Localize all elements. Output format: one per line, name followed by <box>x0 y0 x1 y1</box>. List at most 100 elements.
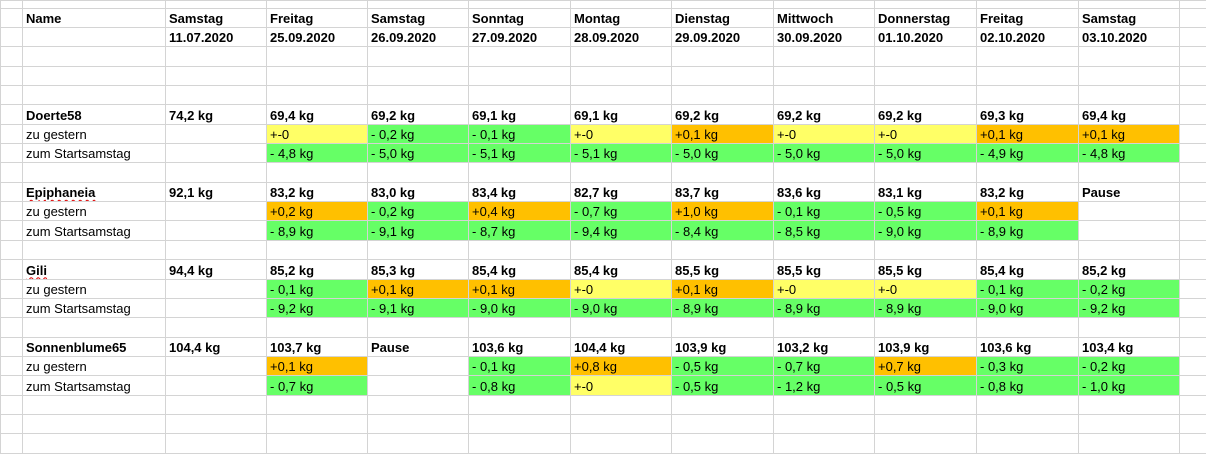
delta-start-cell[interactable]: - 5,0 kg <box>773 143 875 164</box>
empty-cell[interactable] <box>1179 162 1206 183</box>
empty-cell[interactable] <box>165 162 267 183</box>
empty-cell[interactable] <box>468 0 571 9</box>
empty-cell[interactable] <box>165 143 267 164</box>
header-date[interactable]: 26.09.2020 <box>367 26 469 48</box>
empty-cell[interactable] <box>0 123 23 145</box>
header-date[interactable]: 30.09.2020 <box>773 26 875 48</box>
weight-cell[interactable]: 83,2 kg <box>266 181 368 203</box>
header-day[interactable]: Samstag <box>367 7 469 28</box>
row-label-yesterday[interactable]: zu gestern <box>22 201 166 222</box>
empty-cell[interactable] <box>671 46 774 67</box>
empty-cell[interactable] <box>266 414 368 435</box>
empty-cell[interactable] <box>570 46 672 67</box>
empty-cell[interactable] <box>22 239 166 261</box>
delta-yesterday-cell[interactable]: +0,4 kg <box>468 201 571 222</box>
delta-yesterday-cell[interactable]: +1,0 kg <box>671 201 774 222</box>
weight-cell[interactable]: 83,4 kg <box>468 181 571 203</box>
empty-cell[interactable] <box>468 162 571 183</box>
empty-cell[interactable] <box>671 394 774 416</box>
delta-yesterday-cell[interactable]: +-0 <box>266 123 368 145</box>
empty-cell[interactable] <box>367 414 469 435</box>
empty-cell[interactable] <box>22 414 166 435</box>
empty-cell[interactable] <box>874 162 977 183</box>
delta-start-cell[interactable]: - 4,9 kg <box>976 143 1079 164</box>
empty-cell[interactable] <box>22 46 166 67</box>
weight-cell[interactable]: 85,3 kg <box>367 259 469 280</box>
delta-yesterday-cell[interactable]: - 0,2 kg <box>1078 278 1180 299</box>
empty-cell[interactable] <box>0 65 23 86</box>
header-date[interactable]: 02.10.2020 <box>976 26 1079 48</box>
weight-cell[interactable]: 103,4 kg <box>1078 336 1180 358</box>
empty-cell[interactable] <box>874 84 977 106</box>
row-label-start[interactable]: zum Startsamstag <box>22 143 166 164</box>
delta-start-cell[interactable]: - 4,8 kg <box>1078 143 1180 164</box>
empty-cell[interactable] <box>671 0 774 9</box>
empty-cell[interactable] <box>570 317 672 338</box>
empty-cell[interactable] <box>367 375 469 396</box>
header-day[interactable]: Sonntag <box>468 7 571 28</box>
empty-cell[interactable] <box>1179 239 1206 261</box>
weight-cell[interactable]: 85,2 kg <box>266 259 368 280</box>
empty-cell[interactable] <box>1179 220 1206 241</box>
empty-cell[interactable] <box>1179 7 1206 28</box>
empty-cell[interactable] <box>1179 0 1206 9</box>
delta-yesterday-cell[interactable]: - 0,1 kg <box>773 201 875 222</box>
delta-yesterday-cell[interactable]: +0,1 kg <box>976 123 1079 145</box>
empty-cell[interactable] <box>1179 336 1206 358</box>
empty-cell[interactable] <box>266 65 368 86</box>
weight-cell[interactable]: 83,7 kg <box>671 181 774 203</box>
header-date[interactable]: 03.10.2020 <box>1078 26 1180 48</box>
delta-start-cell[interactable]: - 0,5 kg <box>671 375 774 396</box>
empty-cell[interactable] <box>1078 414 1180 435</box>
empty-cell[interactable] <box>22 433 166 454</box>
empty-cell[interactable] <box>671 84 774 106</box>
delta-start-cell[interactable]: - 1,0 kg <box>1078 375 1180 396</box>
empty-cell[interactable] <box>266 46 368 67</box>
empty-cell[interactable] <box>874 65 977 86</box>
weight-cell[interactable]: 69,2 kg <box>367 104 469 125</box>
empty-cell[interactable] <box>266 84 368 106</box>
empty-cell[interactable] <box>367 394 469 416</box>
empty-cell[interactable] <box>165 297 267 319</box>
weight-cell[interactable]: 85,5 kg <box>874 259 977 280</box>
delta-start-cell[interactable]: - 9,0 kg <box>874 220 977 241</box>
header-day[interactable]: Donnerstag <box>874 7 977 28</box>
empty-cell[interactable] <box>1078 317 1180 338</box>
empty-cell[interactable] <box>266 239 368 261</box>
empty-cell[interactable] <box>1179 414 1206 435</box>
empty-cell[interactable] <box>165 123 267 145</box>
row-label-start[interactable]: zum Startsamstag <box>22 220 166 241</box>
empty-cell[interactable] <box>1179 375 1206 396</box>
delta-start-cell[interactable]: - 0,8 kg <box>976 375 1079 396</box>
person-name[interactable]: Sonnenblume65 <box>22 336 166 358</box>
delta-start-cell[interactable]: - 9,2 kg <box>1078 297 1180 319</box>
empty-cell[interactable] <box>773 65 875 86</box>
empty-cell[interactable] <box>874 239 977 261</box>
delta-start-cell[interactable]: +-0 <box>570 375 672 396</box>
empty-cell[interactable] <box>0 143 23 164</box>
delta-start-cell[interactable]: - 5,1 kg <box>570 143 672 164</box>
empty-cell[interactable] <box>266 162 368 183</box>
empty-cell[interactable] <box>1078 201 1180 222</box>
delta-yesterday-cell[interactable]: +0,2 kg <box>266 201 368 222</box>
delta-yesterday-cell[interactable]: +0,1 kg <box>266 355 368 377</box>
empty-cell[interactable] <box>570 433 672 454</box>
weight-cell[interactable]: 69,2 kg <box>874 104 977 125</box>
delta-yesterday-cell[interactable]: +-0 <box>773 278 875 299</box>
empty-cell[interactable] <box>976 433 1079 454</box>
empty-cell[interactable] <box>874 433 977 454</box>
delta-start-cell[interactable]: - 9,4 kg <box>570 220 672 241</box>
empty-cell[interactable] <box>0 201 23 222</box>
empty-cell[interactable] <box>976 414 1079 435</box>
empty-cell[interactable] <box>1078 220 1180 241</box>
empty-cell[interactable] <box>0 162 23 183</box>
empty-cell[interactable] <box>1179 46 1206 67</box>
header-day[interactable]: Freitag <box>266 7 368 28</box>
empty-cell[interactable] <box>22 65 166 86</box>
delta-start-cell[interactable]: - 4,8 kg <box>266 143 368 164</box>
weight-cell[interactable]: 103,2 kg <box>773 336 875 358</box>
header-day[interactable]: Dienstag <box>671 7 774 28</box>
header-day[interactable]: Freitag <box>976 7 1079 28</box>
empty-cell[interactable] <box>976 0 1079 9</box>
empty-cell[interactable] <box>0 375 23 396</box>
